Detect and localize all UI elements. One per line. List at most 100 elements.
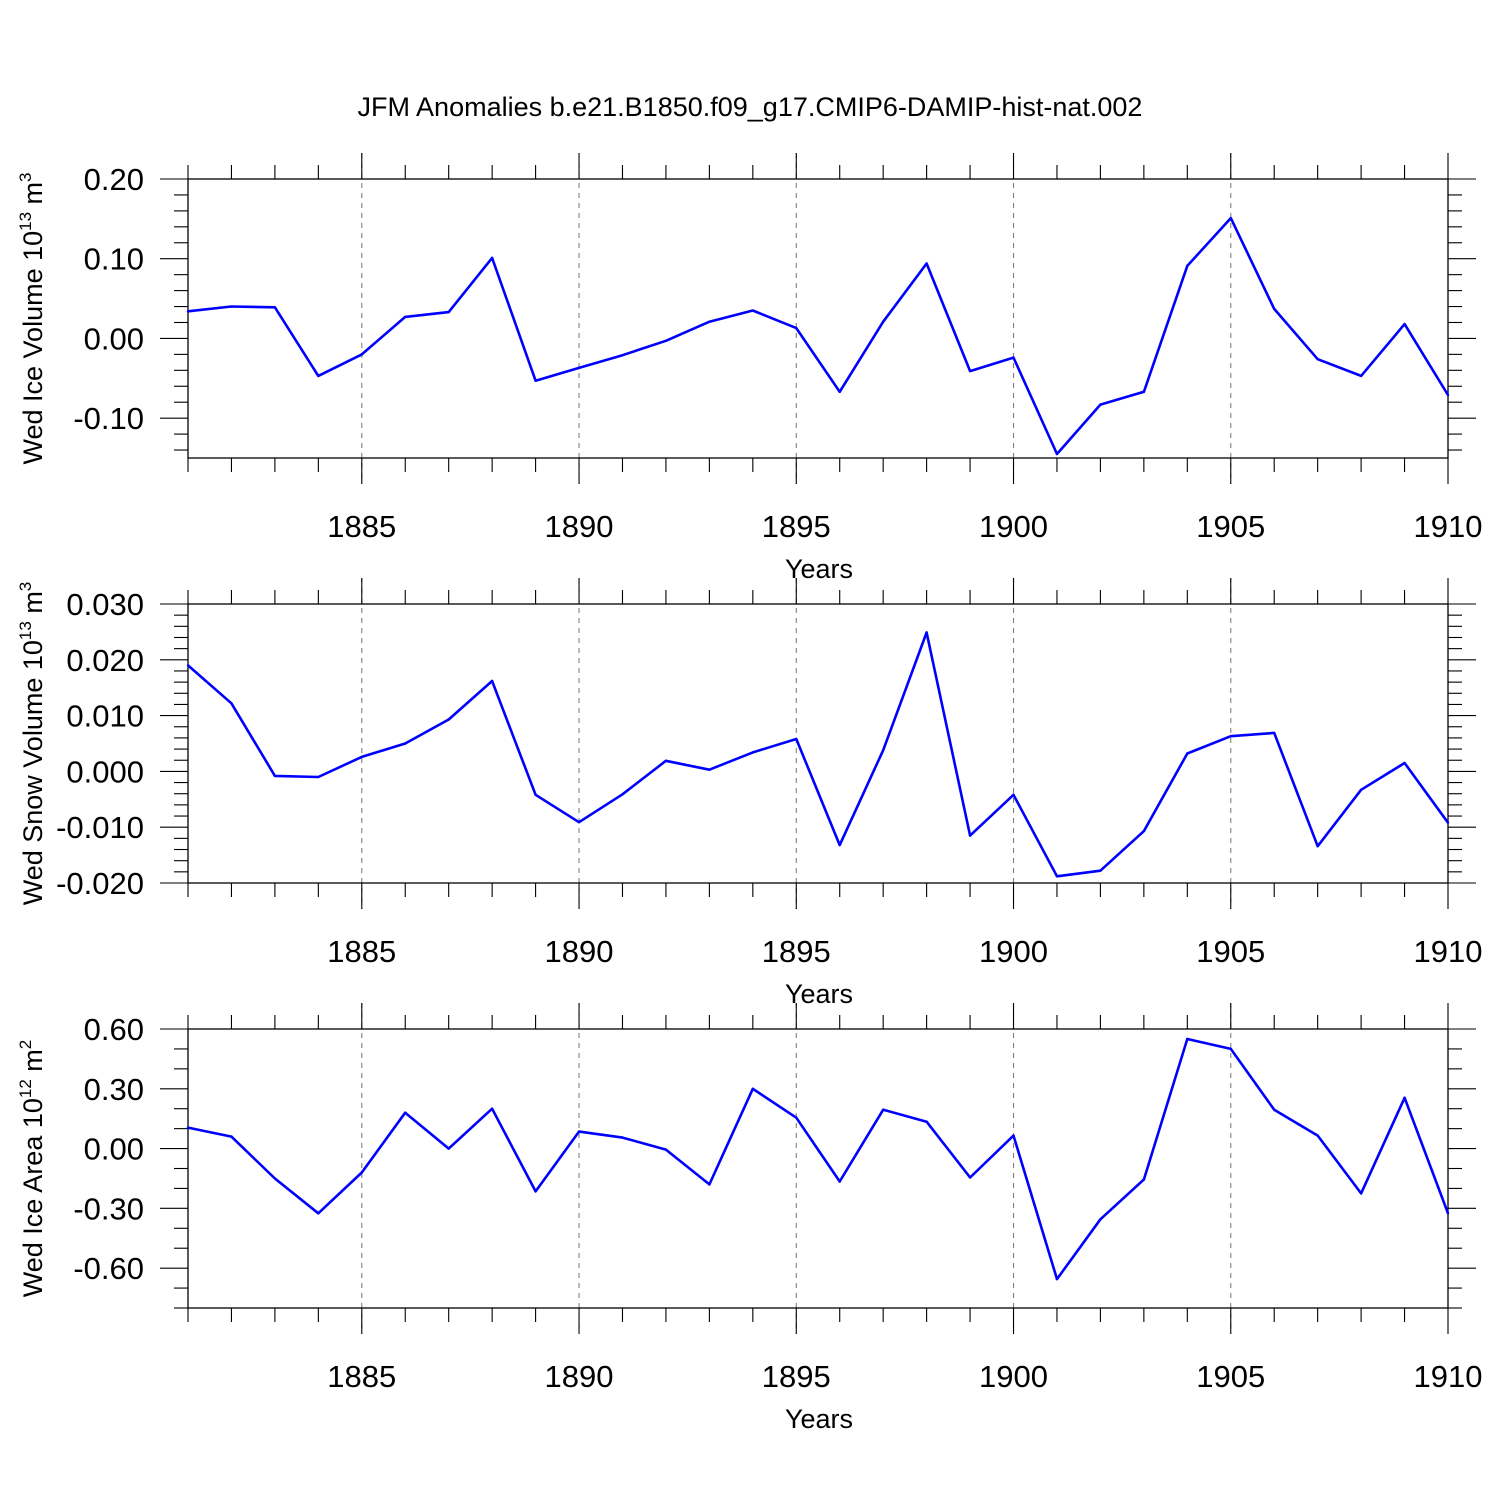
data-point: [1142, 829, 1146, 833]
data-point: [1273, 731, 1276, 735]
data-point: [273, 1177, 277, 1180]
data-point: [360, 353, 363, 356]
data-point: [360, 755, 363, 759]
x-tick-label: 1895: [762, 934, 831, 969]
series-line: [187, 1037, 1450, 1281]
x-tick-label: 1910: [1414, 509, 1483, 544]
y-tick-label: -0.60: [73, 1251, 144, 1286]
data-point: [925, 262, 928, 265]
y-tick-label: 0.00: [84, 321, 144, 356]
data-point: [404, 315, 407, 319]
data-point: [490, 679, 494, 683]
x-tick-label: 1905: [1196, 934, 1265, 969]
x-tick-label: 1900: [979, 1359, 1048, 1394]
x-axis-label: Years: [785, 554, 853, 584]
data-point: [1012, 356, 1015, 359]
data-point: [1359, 374, 1363, 378]
y-tick-label: 0.00: [84, 1132, 144, 1167]
y-tick-label: 0.30: [84, 1072, 144, 1107]
data-point: [1446, 1212, 1450, 1215]
x-tick-label: 1900: [979, 509, 1048, 544]
data-point: [1142, 390, 1146, 394]
data-point: [838, 390, 841, 394]
data-point: [447, 310, 450, 314]
series-line: [187, 216, 1450, 456]
plot-frame: [187, 603, 1449, 884]
data-point: [1012, 793, 1015, 797]
data-point: [534, 379, 537, 382]
data-point: [273, 306, 277, 309]
x-tick-label: 1910: [1414, 1359, 1483, 1394]
data-point: [1446, 821, 1450, 824]
data-point: [925, 1120, 928, 1123]
data-point: [447, 1147, 450, 1150]
data-point: [1099, 869, 1102, 872]
x-tick-label: 1885: [327, 934, 396, 969]
data-point: [186, 664, 190, 667]
x-tick-label: 1895: [762, 509, 831, 544]
data-point: [621, 793, 624, 796]
data-point: [404, 1111, 407, 1114]
data-point: [795, 1116, 798, 1119]
data-point: [404, 742, 407, 745]
plot-frame: [187, 178, 1449, 459]
data-point: [621, 1136, 624, 1139]
data-point: [708, 1183, 711, 1186]
data-point: [621, 353, 624, 357]
data-point: [490, 256, 494, 260]
data-point: [1403, 761, 1406, 765]
data-point: [664, 759, 668, 762]
data-point: [1316, 357, 1319, 361]
data-point: [447, 718, 450, 721]
data-point: [1446, 393, 1450, 397]
x-tick-label: 1905: [1196, 509, 1265, 544]
data-point: [1316, 1134, 1319, 1137]
x-tick-label: 1885: [327, 509, 396, 544]
y-tick-label: 0.10: [84, 242, 144, 277]
data-point: [186, 310, 190, 313]
y-tick-label: 0.010: [66, 699, 144, 734]
data-point: [1229, 216, 1232, 220]
data-point: [708, 320, 711, 323]
y-axis-label: Wed Ice Area 1012 m2: [16, 1040, 48, 1298]
panel-1: -0.10 0.00 0.10 0.20 1885 1890 1895 1900 1905 191…: [16, 153, 1482, 584]
data-point: [577, 820, 581, 824]
panels: -0.10 0.00 0.10 0.20 1885 1890 1895 1900 1905 191…: [16, 153, 1482, 1434]
data-point: [230, 702, 233, 705]
data-point: [1359, 1192, 1363, 1195]
y-tick-label: -0.020: [56, 866, 144, 901]
data-point: [968, 834, 972, 837]
data-point: [273, 774, 277, 778]
data-point: [317, 775, 320, 779]
x-tick-label: 1890: [545, 1359, 614, 1394]
data-point: [838, 1180, 841, 1183]
data-point: [881, 320, 885, 323]
data-point: [1055, 452, 1059, 456]
x-tick-label: 1905: [1196, 1359, 1265, 1394]
chart-title: JFM Anomalies b.e21.B1850.f09_g17.CMIP6-…: [358, 92, 1143, 122]
data-point: [1142, 1178, 1146, 1181]
data-point: [534, 793, 537, 797]
data-point: [1186, 752, 1189, 755]
data-point: [317, 374, 320, 378]
y-tick-label: 0.20: [84, 162, 144, 197]
series-line: [187, 631, 1450, 878]
y-tick-label: -0.10: [73, 401, 144, 436]
data-point: [751, 309, 755, 312]
data-point: [577, 366, 581, 370]
data-point: [968, 1176, 972, 1179]
data-point: [1273, 307, 1276, 311]
x-tick-label: 1895: [762, 1359, 831, 1394]
x-axis-label: Years: [785, 1404, 853, 1434]
y-axis-label: Wed Snow Volume 1013 m3: [16, 582, 48, 906]
x-tick-label: 1890: [545, 509, 614, 544]
x-axis-label: Years: [785, 979, 853, 1009]
data-point: [968, 369, 972, 373]
data-point: [360, 1171, 363, 1174]
data-point: [1359, 788, 1363, 792]
data-point: [317, 1212, 320, 1215]
panel-2: -0.020 -0.010 0.000 0.010 0.020 0.030 1885 1890…: [16, 578, 1482, 1009]
data-point: [1012, 1134, 1015, 1137]
x-tick-label: 1900: [979, 934, 1048, 969]
data-point: [1403, 1096, 1406, 1099]
